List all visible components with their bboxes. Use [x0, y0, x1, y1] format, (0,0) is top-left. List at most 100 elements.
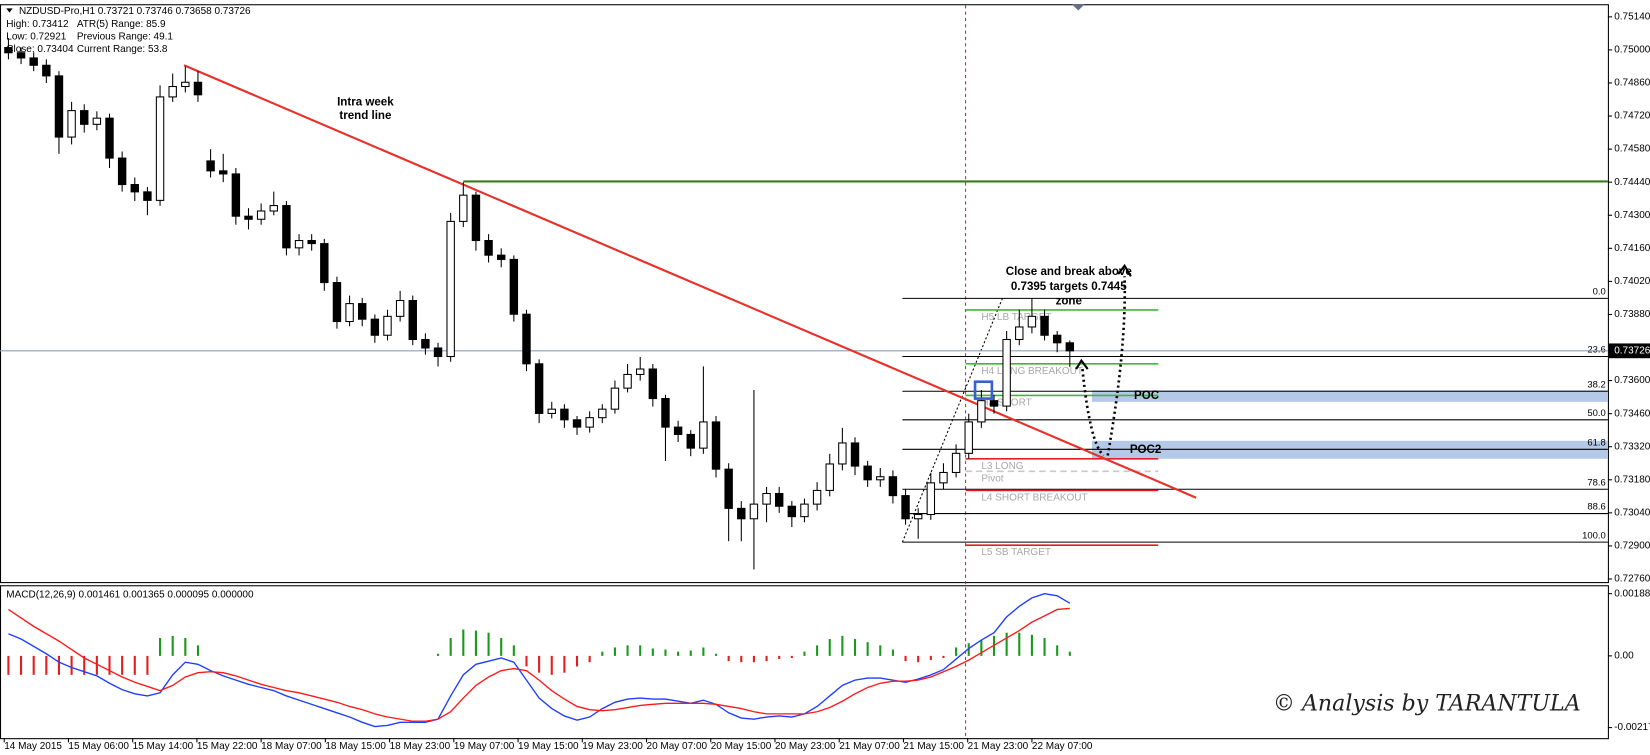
candle-body [383, 315, 392, 336]
macd-line [8, 592, 1071, 728]
high: High: 0.73412 [6, 19, 69, 30]
fib-label: 61.8 [1587, 437, 1605, 448]
candle-body [1027, 315, 1037, 328]
y-tick-label: 0.74020 [1614, 276, 1650, 287]
fib-label: 78.6 [1587, 477, 1605, 488]
candle-body [623, 373, 632, 389]
candle-body [269, 205, 278, 212]
candle-body [92, 117, 102, 125]
candle-body [332, 282, 342, 323]
annotation: Close and break above [1006, 266, 1133, 278]
candle-body [1002, 338, 1011, 407]
candle-body [749, 503, 759, 520]
candle-body [585, 417, 594, 428]
x-tick-label: 14 May 2015 [4, 741, 62, 752]
candle-body [762, 492, 771, 505]
candle-body [737, 507, 746, 520]
zone-label: POC [1134, 390, 1160, 402]
candle-body [117, 157, 127, 186]
watermark: © Analysis by TARANTULA [1273, 690, 1581, 716]
y-tick-label: 0.74580 [1614, 144, 1650, 155]
x-tick-label: 19 May 23:00 [582, 741, 643, 752]
candle-body [421, 338, 430, 349]
candle-body [863, 465, 872, 481]
y-tick-label: 0.73180 [1614, 474, 1650, 485]
candle-body [484, 239, 493, 256]
candle-body [598, 408, 607, 419]
candle-body [395, 299, 405, 317]
annotation: 0.7395 targets 0.7445 [1011, 281, 1127, 293]
candle-body [876, 476, 885, 481]
pivot-label: Pivot [981, 473, 1003, 484]
candle-body [812, 489, 822, 505]
x-tick-label: 20 May 15:00 [711, 741, 772, 752]
fib-label: 50.0 [1587, 408, 1605, 419]
last-price-box [1608, 343, 1650, 359]
candle-body [509, 258, 519, 315]
y-tick-label: 0.75000 [1614, 45, 1650, 56]
candle-body [913, 513, 923, 520]
candle-body [888, 476, 898, 497]
candle-body [699, 421, 708, 449]
candle-body [850, 442, 860, 467]
candle-body [345, 303, 354, 323]
candle-body [774, 492, 784, 507]
candle-body [471, 194, 481, 242]
candle-body [522, 313, 531, 365]
poc-zone [1091, 390, 1608, 402]
x-tick-label: 20 May 23:00 [775, 741, 836, 752]
candle-body [534, 363, 544, 414]
trend-label: trend line [339, 110, 392, 122]
candle-body [1040, 315, 1049, 336]
y-tick-label: 0.74300 [1614, 210, 1650, 221]
candle-body [67, 110, 76, 138]
candle-body [282, 205, 291, 249]
trend-label: Intra week [337, 96, 394, 108]
y-tick-label: 0.73040 [1614, 507, 1650, 518]
annotation: zone [1056, 296, 1083, 308]
y-tick-label: 0.74720 [1614, 111, 1650, 122]
candle-body [244, 215, 253, 220]
main-panel [0, 4, 1609, 584]
y-tick-label: 0.73460 [1614, 408, 1650, 419]
candle-body [661, 398, 670, 428]
candle-body [155, 96, 165, 201]
y-tick-label: 0.73880 [1614, 309, 1650, 320]
candle-body [206, 160, 215, 172]
candle-body [1052, 334, 1062, 344]
candle-body [168, 85, 177, 98]
candle-body [989, 400, 999, 407]
plot-layer: 0.75140 0.75000 0.74860 0.74720 0.74580 0.744… [0, 11, 1650, 752]
pivot-label: H5 LB TARGET [981, 312, 1051, 323]
y-tick-label: 0.74440 [1614, 177, 1650, 188]
y-tick-label: 0.73320 [1614, 441, 1650, 452]
candle-body [446, 220, 455, 358]
candle-body [320, 243, 329, 284]
candle-body [219, 170, 228, 175]
candle-body [105, 117, 114, 159]
candle-body [648, 368, 658, 400]
candle-body [193, 81, 203, 96]
candle-body [370, 318, 380, 336]
candle-body [358, 303, 367, 320]
candle-body [433, 347, 443, 358]
candle-body [231, 173, 241, 217]
candle-body [256, 210, 266, 220]
candle-body [686, 433, 695, 449]
candle-body [1065, 342, 1075, 352]
macd-line [8, 607, 1070, 722]
candle-body [307, 239, 316, 245]
candle-body [964, 421, 973, 454]
pivot-label: L5 SB TARGET [981, 547, 1051, 558]
y-tick-label: 0.74160 [1614, 243, 1650, 254]
candle-body [572, 419, 582, 428]
y-tick-label: 0.73600 [1614, 375, 1650, 386]
candle-body [926, 482, 936, 516]
candle-body [80, 110, 89, 125]
candle-body [29, 57, 38, 66]
pivot-label: H4 LONG BREAKOUT [981, 366, 1083, 377]
candle-body [560, 408, 569, 421]
